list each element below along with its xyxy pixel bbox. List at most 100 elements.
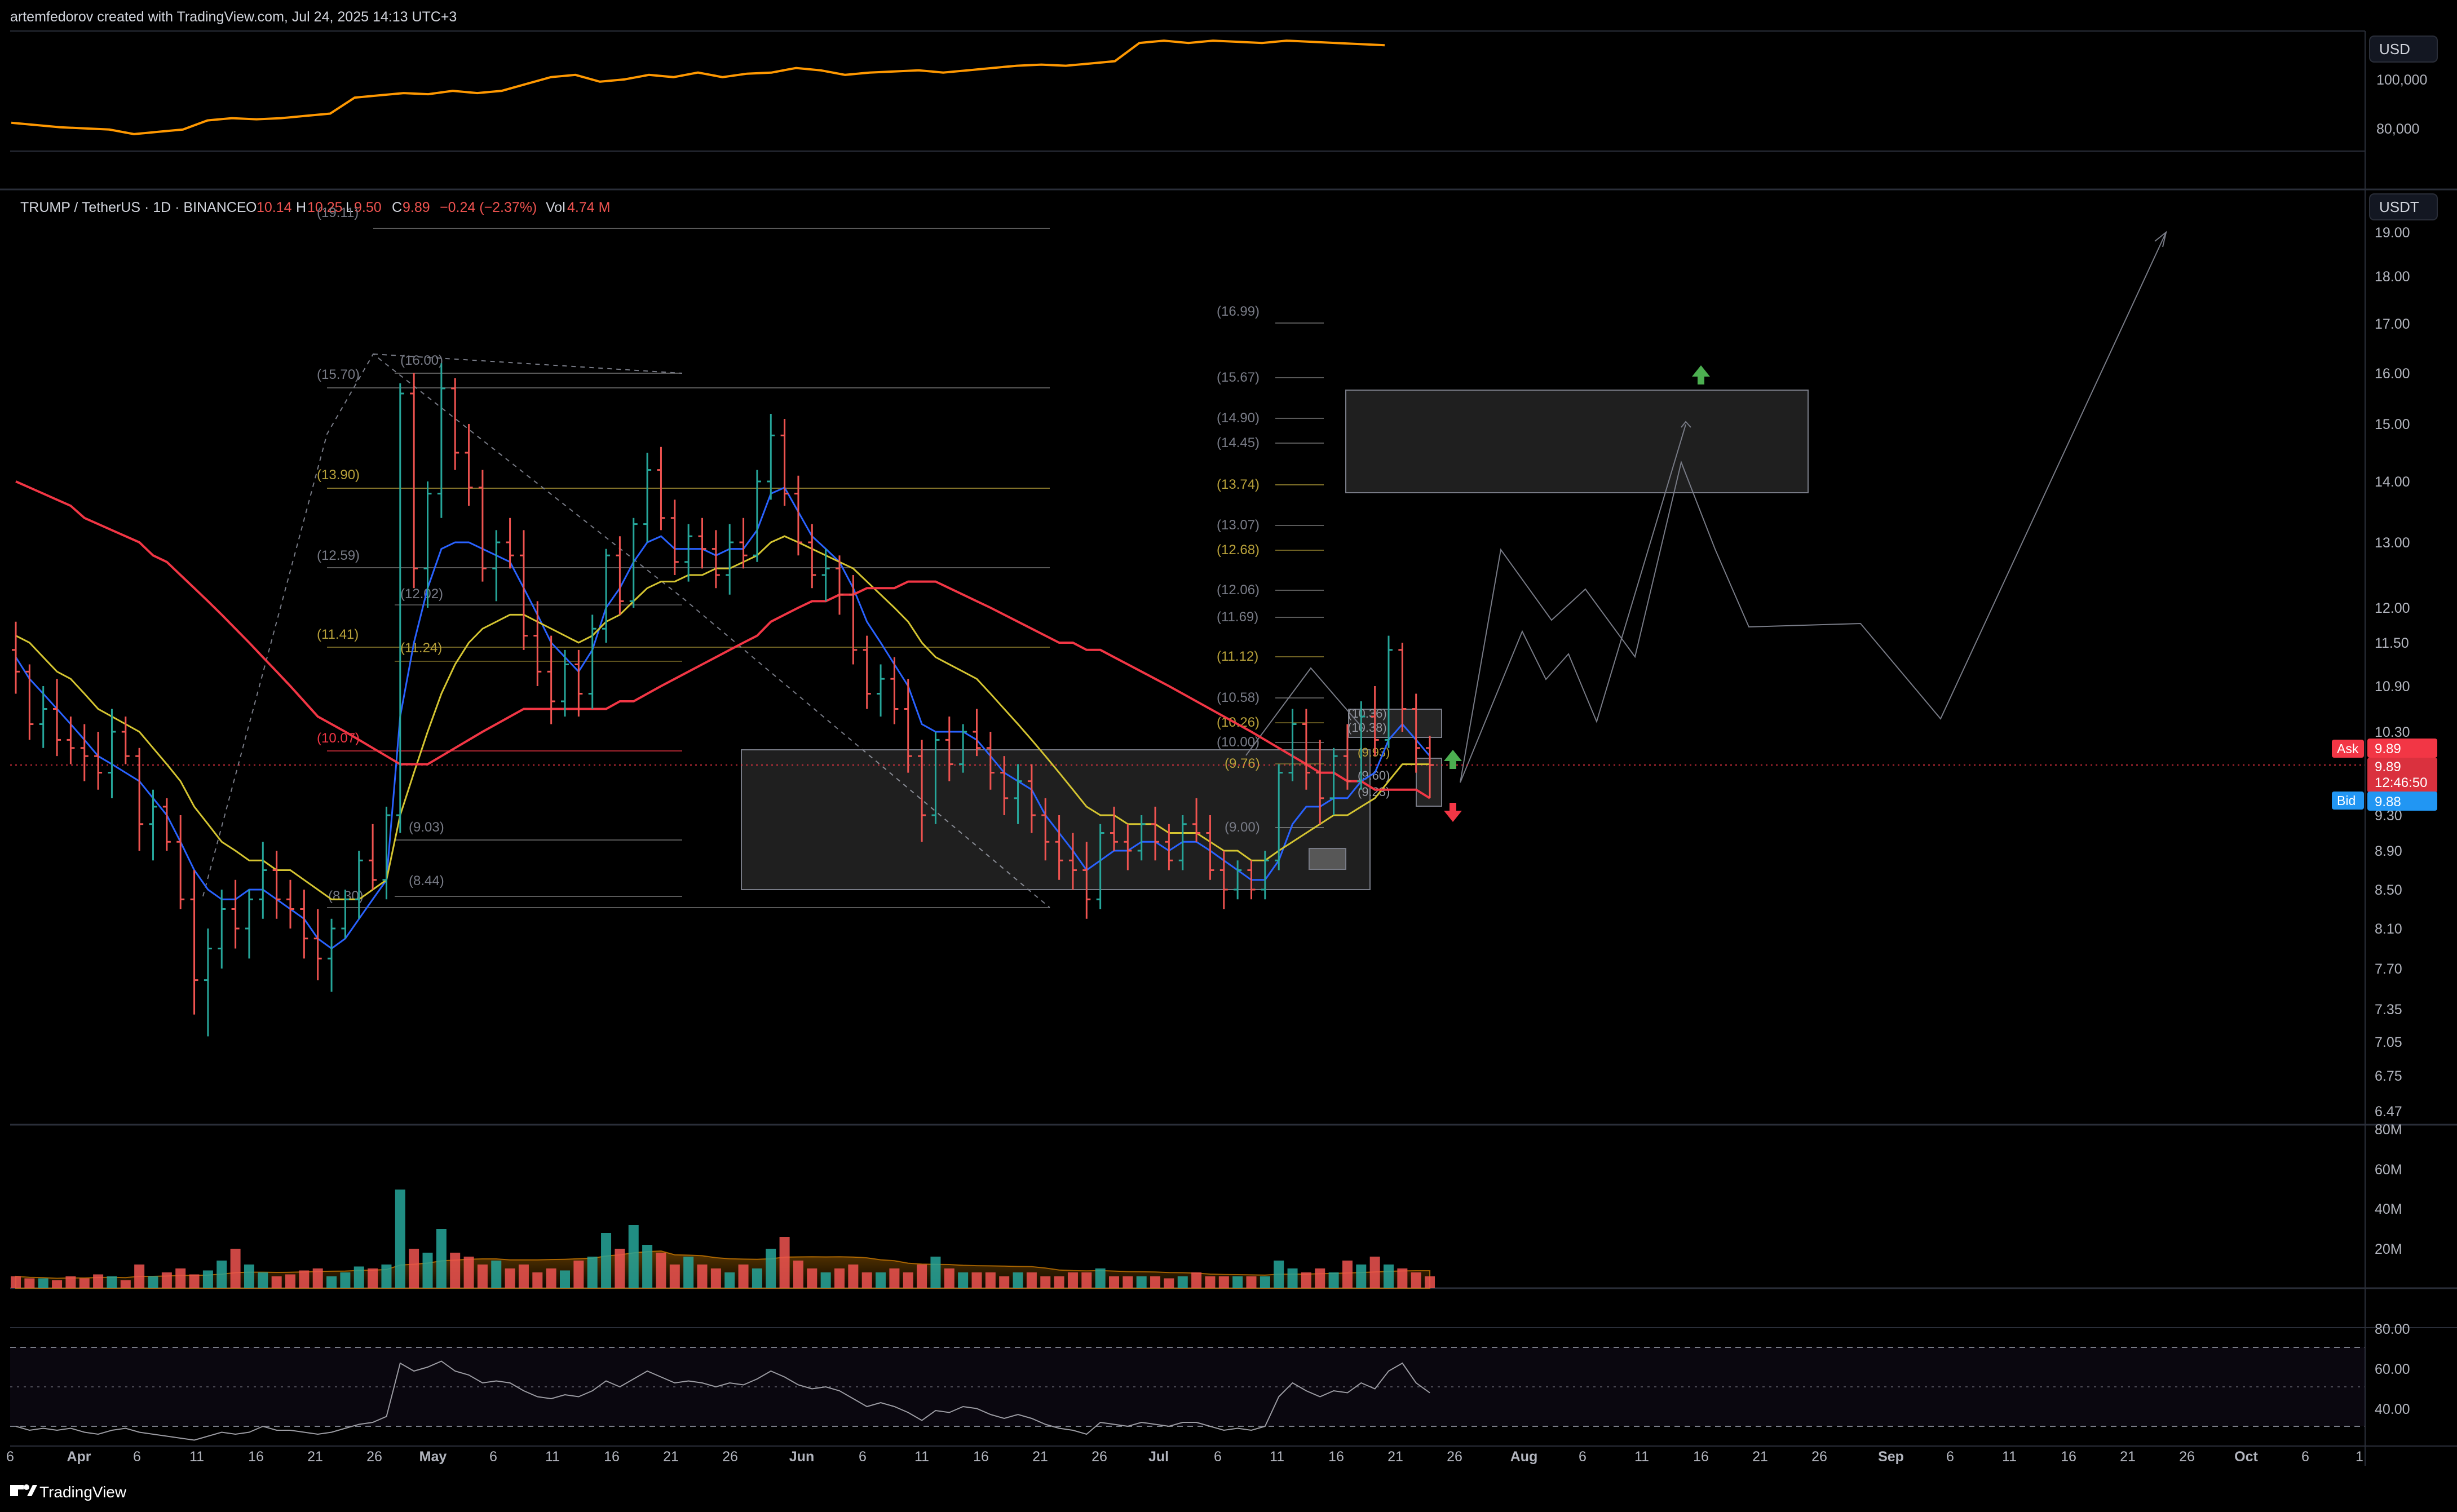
- price-axis-label: 17.00: [2375, 316, 2410, 332]
- volume-bar: [958, 1272, 969, 1288]
- open-label: O: [246, 200, 257, 215]
- fib-right-labels: (16.99) (15.67) (14.90) (14.45) (13.74) …: [1217, 304, 1260, 835]
- time-axis-label: 21: [1752, 1449, 1768, 1465]
- time-axis-label: 26: [2179, 1449, 2195, 1465]
- symbol-legend[interactable]: TRUMP / TetherUS · 1D · BINANCE O 10.14 …: [20, 200, 610, 215]
- small-label-10-36: (10.36): [1347, 706, 1387, 720]
- fib-label-12-02: (12.02): [400, 586, 443, 602]
- volume-bar: [889, 1268, 900, 1288]
- volume-bar: [93, 1274, 104, 1288]
- volume-bar: [134, 1265, 145, 1288]
- projection-path-recent[interactable]: [1245, 667, 1365, 756]
- change-value: −0.24 (−2.37%): [440, 200, 537, 215]
- volume-pane[interactable]: 80M 60M 40M 20M: [11, 1122, 2402, 1289]
- volume-bar: [409, 1249, 419, 1288]
- volume-bar: [189, 1274, 200, 1288]
- volume-bar: [1328, 1272, 1339, 1288]
- candlesticks[interactable]: [12, 363, 1434, 1037]
- volume-bar: [532, 1272, 543, 1288]
- volume-bar: [930, 1257, 941, 1288]
- volume-bars: [11, 1190, 1435, 1288]
- fib-left-labels: (19.11) (15.70) (13.90) (12.59) (11.41) …: [317, 205, 444, 904]
- time-axis-label: 6: [1946, 1449, 1954, 1465]
- time-axis-label: 6: [859, 1449, 867, 1465]
- small-box-low[interactable]: [1309, 848, 1346, 870]
- price-axis-label: 7.05: [2375, 1034, 2402, 1050]
- close-value: 9.89: [403, 200, 430, 215]
- volume-bar: [1218, 1276, 1229, 1288]
- last-price-tag: [2367, 758, 2437, 793]
- time-axis-label: 6: [133, 1449, 141, 1465]
- ask-tag-label: Ask: [2337, 741, 2359, 756]
- volume-bar: [820, 1272, 831, 1288]
- volume-bar: [656, 1253, 666, 1288]
- volume-bar: [1109, 1276, 1119, 1288]
- volume-bar: [861, 1272, 872, 1288]
- time-axis-label: 26: [1091, 1449, 1107, 1465]
- volume-bar: [463, 1257, 474, 1288]
- projection-path-alt[interactable]: [1460, 424, 1686, 783]
- volume-bar: [793, 1261, 803, 1288]
- volume-bar: [38, 1278, 48, 1288]
- time-axis-label: 1: [2356, 1449, 2363, 1465]
- volume-bar: [1164, 1278, 1174, 1288]
- volume-bar: [1287, 1268, 1298, 1288]
- rsi-line[interactable]: [15, 1360, 1430, 1441]
- volume-bar: [202, 1270, 213, 1288]
- volume-bar: [1315, 1268, 1325, 1288]
- volume-bar: [917, 1265, 927, 1288]
- bid-price-value: 9.88: [2375, 794, 2401, 810]
- ema-short-line[interactable]: [15, 486, 1431, 950]
- volume-bar: [999, 1276, 1010, 1288]
- vol-axis-80m: 80M: [2375, 1122, 2402, 1138]
- projection-arrowhead-alt: [1681, 421, 1691, 428]
- target-box[interactable]: [1345, 390, 1809, 493]
- small-box-right[interactable]: [1416, 758, 1442, 807]
- volume-bar: [450, 1253, 461, 1288]
- ema-mid-line[interactable]: [15, 535, 1430, 900]
- ema-long-line[interactable]: [15, 480, 1431, 799]
- price-axis-label: 7.35: [2375, 1002, 2402, 1018]
- fib-label-13-90: (13.90): [317, 467, 360, 483]
- bid-tag-label: Bid: [2337, 793, 2356, 808]
- btc-pane[interactable]: USD 100,000 80,000: [11, 36, 2438, 137]
- moving-averages[interactable]: [15, 480, 1431, 950]
- fib-label-10-07: (10.07): [317, 731, 360, 746]
- symbol-pair[interactable]: TRUMP / TetherUS · 1D · BINANCE: [20, 200, 246, 215]
- price-axis-label: 12.00: [2375, 600, 2410, 616]
- fib-r-label-14-45: (14.45): [1217, 435, 1260, 450]
- fib-label-12-59: (12.59): [317, 548, 360, 563]
- projection-path-main[interactable]: [1460, 232, 2167, 783]
- ask-price-value: 9.89: [2375, 741, 2401, 757]
- volume-bar: [628, 1225, 639, 1288]
- volume-bar: [546, 1268, 556, 1288]
- volume-bar: [738, 1265, 749, 1288]
- volume-bar: [422, 1253, 433, 1288]
- time-axis-label: 16: [248, 1449, 264, 1465]
- volume-bar: [1356, 1265, 1367, 1288]
- price-currency-badge[interactable]: [2369, 193, 2438, 220]
- fib-retracement-right[interactable]: [1275, 322, 1324, 828]
- volume-bar: [1040, 1276, 1051, 1288]
- tradingview-logo[interactable]: TradingView: [10, 1483, 127, 1501]
- volume-bar: [944, 1268, 954, 1288]
- time-axis-label: 6: [6, 1449, 14, 1465]
- volume-bar: [1067, 1272, 1078, 1288]
- volume-bar: [615, 1249, 625, 1288]
- fib-r-label-15-67: (15.67): [1217, 370, 1260, 385]
- price-axis-label: 19.00: [2375, 225, 2410, 241]
- high-value: 10.25: [307, 200, 343, 215]
- btc-price-line[interactable]: [11, 39, 1385, 135]
- fib-r-label-9-76: (9.76): [1225, 756, 1260, 771]
- btc-currency-badge[interactable]: [2369, 36, 2438, 63]
- volume-bar: [1191, 1272, 1202, 1288]
- range-box[interactable]: [741, 749, 1371, 890]
- volume-bar: [1054, 1276, 1064, 1288]
- price-axis[interactable]: USDT 19.00 18.00 17.00 16.00 15.00 14.00 13.00…: [2369, 193, 2438, 1120]
- volume-bar: [1274, 1261, 1284, 1288]
- rsi-pane[interactable]: 80.00 60.00 40.00: [10, 1321, 2410, 1441]
- time-axis[interactable]: 6 Apr 6 11 16 21 26 May 6 11 16 21 26 Jun 6 11 16 21 26 Jul…: [6, 1449, 2363, 1465]
- price-axis-label: 7.70: [2375, 961, 2402, 977]
- bid-price-tag: [2367, 792, 2437, 811]
